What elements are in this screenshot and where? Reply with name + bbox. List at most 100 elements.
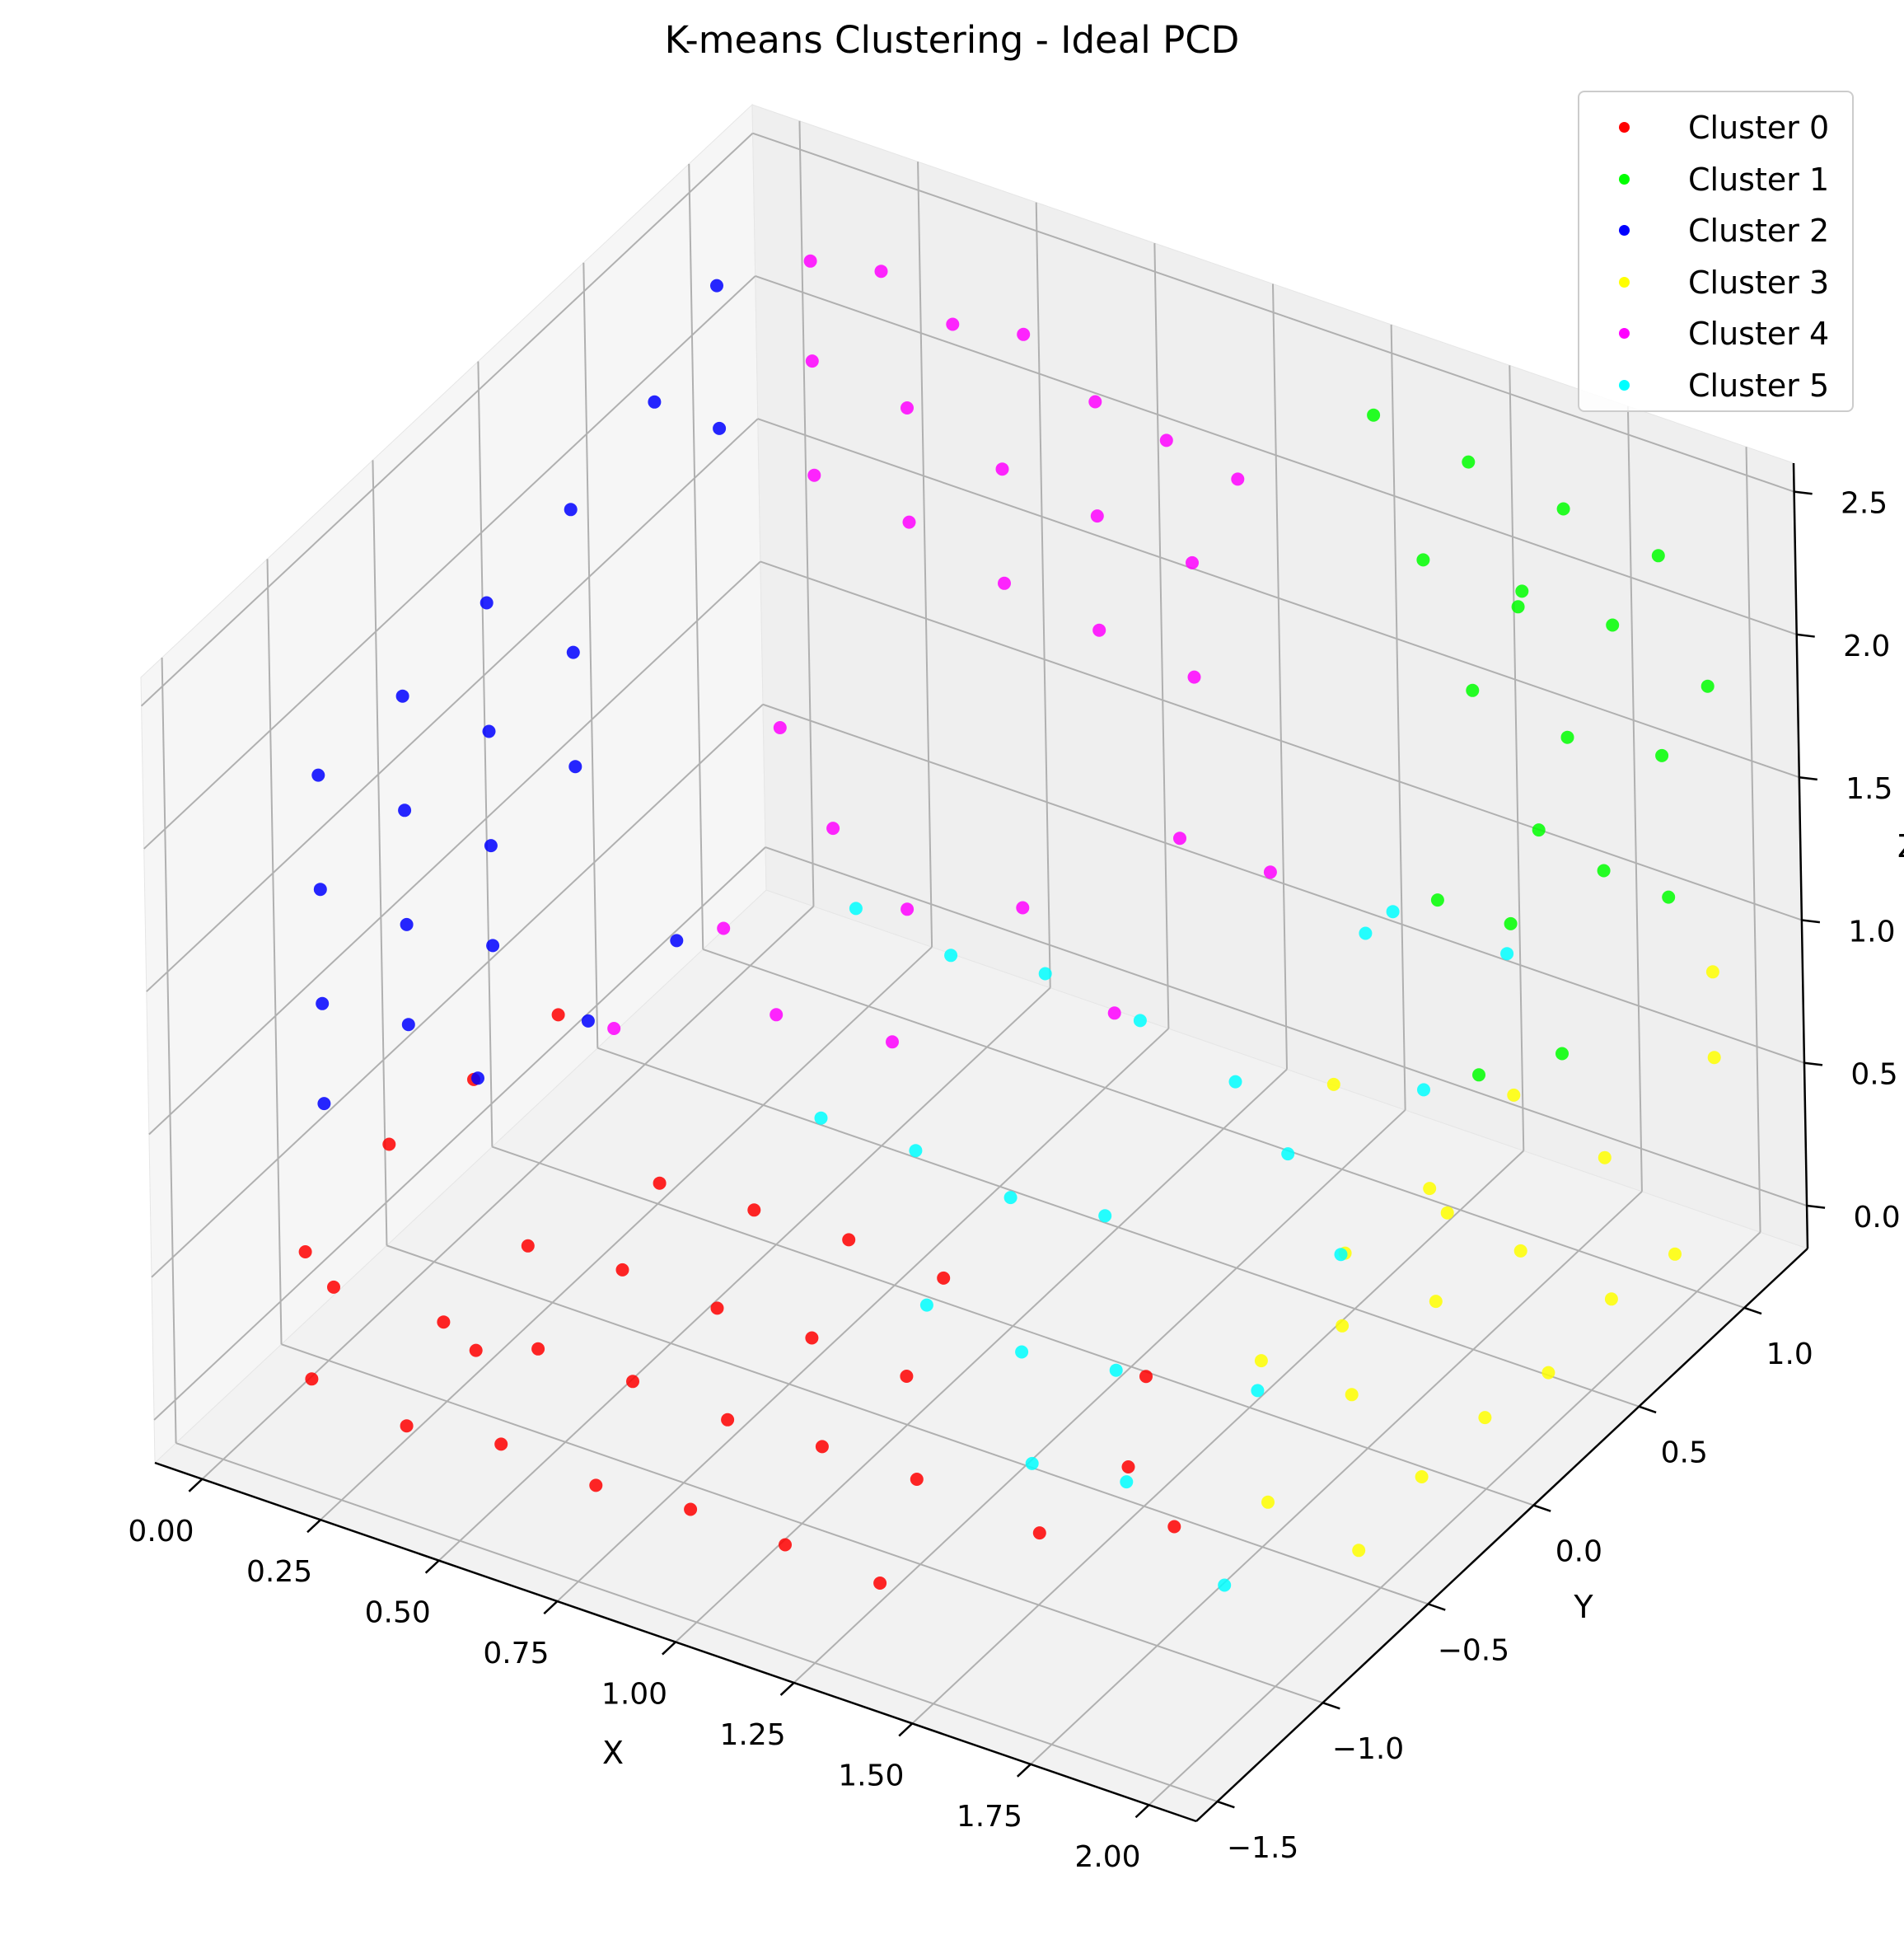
point-cluster-2 [482, 724, 496, 738]
point-cluster-0 [437, 1315, 451, 1329]
point-cluster-2 [400, 917, 414, 931]
point-cluster-0 [710, 1301, 724, 1315]
point-cluster-2 [398, 803, 412, 818]
z-tick [1799, 775, 1817, 781]
point-cluster-0 [721, 1413, 735, 1427]
grid-y-left [477, 361, 494, 1147]
z-tick-label: 0.0 [1853, 1201, 1900, 1235]
x-tick [898, 1722, 914, 1737]
point-cluster-0 [382, 1137, 396, 1151]
scatter-points [298, 254, 1721, 1592]
point-cluster-4 [803, 254, 817, 268]
z-tick [1796, 633, 1815, 638]
point-cluster-4 [998, 576, 1011, 590]
legend-marker [1619, 122, 1630, 133]
point-cluster-1 [1472, 1068, 1485, 1082]
point-cluster-4 [1159, 433, 1173, 447]
point-cluster-4 [1186, 555, 1199, 569]
point-cluster-5 [1386, 905, 1400, 919]
point-cluster-5 [1133, 1014, 1147, 1028]
y-tick [1217, 1800, 1235, 1809]
grid-z-back [765, 846, 1808, 1206]
point-cluster-4 [1263, 865, 1277, 879]
z-axis-label: Z [1897, 828, 1904, 864]
tick-labels: 0.00 0.25 0.50 0.75 1.00 1.25 1.50 1.75 2.00 −1.5… [128, 487, 1900, 1874]
legend-item: Cluster 0 [1579, 102, 1852, 153]
y-tick-label: 1.0 [1766, 1338, 1813, 1371]
point-cluster-5 [1109, 1363, 1123, 1377]
point-cluster-4 [901, 401, 914, 415]
point-cluster-4 [717, 921, 731, 935]
point-cluster-1 [1555, 1047, 1569, 1061]
point-cluster-1 [1462, 455, 1476, 469]
grid-x-back [1272, 283, 1288, 1070]
grid-z-back [762, 703, 1805, 1064]
point-cluster-2 [480, 596, 494, 610]
grid-x-floor [1030, 1191, 1643, 1765]
y-tick [1428, 1603, 1446, 1611]
grid-x-floor [1148, 1231, 1761, 1806]
legend-item: Cluster 3 [1579, 257, 1852, 308]
point-cluster-5 [1251, 1384, 1265, 1398]
legend-label: Cluster 1 [1688, 161, 1830, 198]
grid-x-back [1509, 365, 1525, 1151]
point-cluster-0 [327, 1280, 340, 1294]
point-cluster-5 [1038, 967, 1052, 981]
point-cluster-4 [1016, 901, 1030, 915]
point-cluster-2 [581, 1014, 595, 1028]
x-tick [1016, 1763, 1032, 1778]
point-cluster-4 [886, 1035, 899, 1049]
z-tick-label: 2.5 [1841, 487, 1888, 521]
grid-z-back [757, 418, 1800, 779]
point-cluster-2 [313, 883, 327, 897]
point-cluster-2 [316, 996, 330, 1010]
point-cluster-5 [1228, 1075, 1242, 1089]
point-cluster-3 [1604, 1292, 1618, 1306]
point-cluster-3 [1598, 1150, 1612, 1164]
legend-item: Cluster 5 [1579, 360, 1852, 411]
point-cluster-5 [849, 902, 863, 916]
grid-lines [140, 120, 1808, 1806]
grid-y-left [161, 658, 177, 1444]
point-cluster-0 [653, 1176, 667, 1190]
point-cluster-3 [1429, 1295, 1443, 1309]
grid-y-left [266, 559, 283, 1345]
x-tick [306, 1519, 321, 1534]
x-tick-label: 1.00 [601, 1678, 667, 1712]
point-cluster-3 [1440, 1206, 1454, 1220]
point-cluster-3 [1707, 1051, 1721, 1065]
point-cluster-4 [995, 462, 1009, 476]
point-cluster-0 [815, 1440, 829, 1454]
point-cluster-4 [1092, 623, 1106, 637]
axis-titles: X Y Z [602, 828, 1904, 1771]
point-cluster-1 [1466, 683, 1480, 697]
point-cluster-5 [1025, 1456, 1039, 1470]
point-cluster-5 [1281, 1147, 1295, 1161]
grid-x-floor [438, 986, 1051, 1562]
grid-y-left [688, 163, 704, 949]
point-cluster-5 [1417, 1083, 1430, 1097]
point-cluster-5 [919, 1298, 933, 1312]
point-cluster-1 [1560, 730, 1574, 744]
grid-x-back [917, 162, 933, 948]
x-tick-label: 0.75 [483, 1637, 549, 1670]
z-axis-line [1792, 462, 1809, 1249]
y-tick [1743, 1306, 1762, 1315]
point-cluster-1 [1515, 584, 1529, 598]
point-cluster-5 [1003, 1191, 1017, 1205]
grid-z-back [752, 132, 1794, 493]
grid-z-left [148, 560, 761, 1136]
point-cluster-0 [305, 1372, 319, 1386]
point-cluster-0 [1032, 1526, 1046, 1540]
grid-y-left [582, 262, 599, 1048]
x-tick-label: 1.75 [957, 1800, 1022, 1834]
point-cluster-1 [1367, 408, 1381, 422]
point-cluster-5 [1334, 1248, 1348, 1262]
x-tick [188, 1478, 203, 1492]
point-cluster-2 [670, 934, 684, 948]
point-cluster-2 [710, 279, 723, 293]
point-cluster-2 [471, 1071, 484, 1085]
point-cluster-3 [1513, 1244, 1527, 1258]
grid-y-floor [386, 1244, 1429, 1605]
